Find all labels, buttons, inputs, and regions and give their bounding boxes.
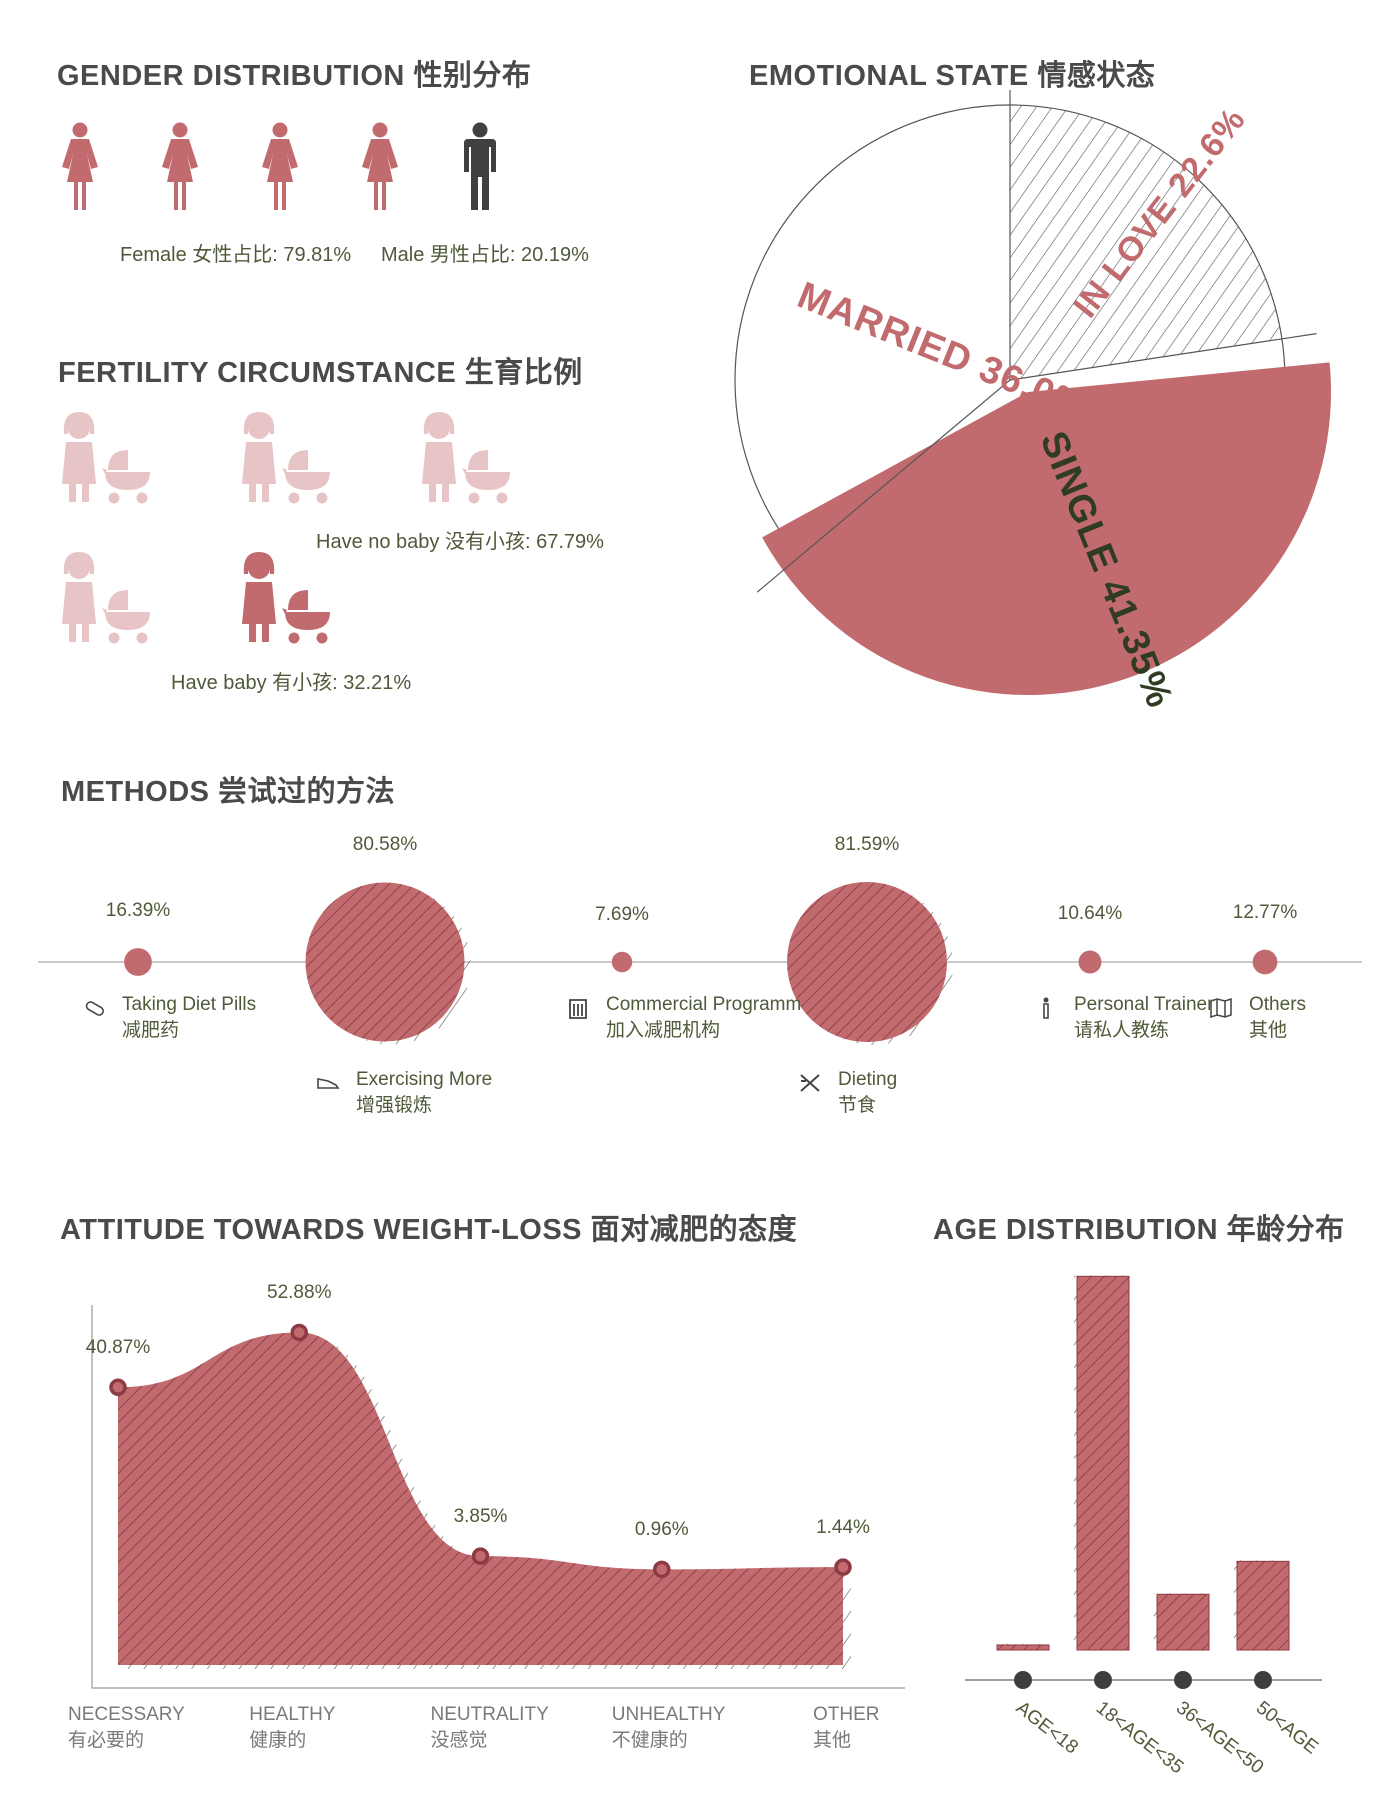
methods-title: METHODS 尝试过的方法	[61, 776, 396, 808]
method-value-label: 10.64%	[1057, 902, 1123, 924]
pie-divider	[1009, 333, 1317, 381]
no-baby-label: Have no baby 没有小孩: 67.79%	[316, 531, 604, 553]
area-category-label: OTHER 其他	[813, 1702, 880, 1754]
emotional-title: EMOTIONAL STATE 情感状态	[749, 60, 1156, 92]
pill-icon	[85, 1001, 104, 1016]
age-bar	[1236, 1560, 1290, 1651]
area-category-label: NEUTRALITY 没感觉	[431, 1702, 549, 1754]
category-cn: 不健康的	[611, 1730, 688, 1751]
category-cn: 没感觉	[430, 1730, 488, 1751]
age-tick-label: AGE<18	[1012, 1697, 1082, 1758]
method-name-cn: 其他	[1249, 1020, 1288, 1041]
method-name-cn: 加入减肥机构	[606, 1020, 721, 1041]
age-tick-dot	[1094, 1671, 1112, 1689]
area-value-label: 3.85%	[453, 1506, 508, 1528]
area-point	[653, 1560, 671, 1579]
cutlery-icon	[800, 1074, 820, 1092]
category-cn: 有必要的	[68, 1730, 145, 1751]
building-icon	[569, 999, 587, 1019]
category-en: NEUTRALITY	[430, 1704, 549, 1725]
method-bubble	[1252, 949, 1278, 975]
female-share-label: Female 女性占比: 79.81%	[120, 244, 352, 266]
area-point	[290, 1323, 308, 1342]
age-tick-dot	[1014, 1671, 1032, 1689]
area-axes	[91, 1305, 905, 1689]
sneaker-icon	[317, 1078, 340, 1089]
category-cn: 健康的	[249, 1730, 307, 1751]
method-name: Others	[1249, 994, 1307, 1015]
map-icon	[1210, 997, 1232, 1019]
method-name-cn: 减肥药	[122, 1020, 180, 1041]
method-label: Commercial Programm 加入减肥机构	[606, 992, 801, 1044]
age-bar	[1076, 1275, 1130, 1651]
area-value-label: 0.96%	[634, 1519, 689, 1541]
area-category-label: HEALTHY 健康的	[249, 1702, 335, 1754]
area-value-label: 1.44%	[816, 1517, 870, 1539]
method-label: Personal Trainer 请私人教练	[1074, 992, 1213, 1044]
area-category-label: NECESSARY 有必要的	[68, 1702, 185, 1754]
method-value-label: 16.39%	[105, 900, 171, 922]
slice-single	[762, 362, 1332, 696]
category-cn: 其他	[813, 1730, 852, 1751]
method-value-label: 81.59%	[834, 834, 900, 855]
area-value-label: 40.87%	[85, 1337, 151, 1359]
category-en: HEALTHY	[249, 1704, 336, 1725]
age-bar	[1156, 1593, 1210, 1651]
category-en: UNHEALTHY	[611, 1704, 726, 1725]
baby-label: Have baby 有小孩: 32.21%	[171, 672, 412, 694]
area-point	[834, 1558, 852, 1576]
area-point	[471, 1547, 490, 1565]
method-bubble	[787, 882, 947, 1042]
age-bar	[996, 1644, 1050, 1651]
method-name-cn: 节食	[838, 1095, 877, 1116]
age-tick-label: 50<AGE	[1252, 1697, 1322, 1758]
male-share-label: Male 男性占比: 20.19%	[381, 244, 589, 266]
age-tick-dot	[1254, 1671, 1272, 1689]
method-label: Taking Diet Pills 减肥药	[122, 992, 256, 1044]
method-bubble	[611, 951, 633, 973]
method-value-label: 12.77%	[1232, 901, 1298, 923]
attitude-title: ATTITUDE TOWARDS WEIGHT-LOSS 面对减肥的态度	[60, 1214, 798, 1246]
method-value-label: 7.69%	[595, 903, 649, 925]
method-name: Commercial Programm	[606, 994, 802, 1015]
area-category-label: UNHEALTHY 不健康的	[612, 1702, 726, 1754]
category-en: OTHER	[813, 1704, 880, 1725]
pie-divider	[756, 379, 1011, 593]
age-tick-dot	[1174, 1671, 1192, 1689]
method-label: Dieting 节食	[838, 1067, 897, 1119]
method-value-label: 80.58%	[352, 834, 418, 856]
method-bubble	[1078, 950, 1102, 974]
fertility-title: FERTILITY CIRCUMSTANCE 生育比例	[58, 357, 583, 389]
age-tick-label: 18<AGE<35	[1092, 1697, 1187, 1778]
method-bubble	[305, 882, 465, 1042]
area-fill	[118, 1332, 843, 1665]
area-value-label: 52.88%	[267, 1282, 332, 1304]
area-point	[109, 1378, 127, 1397]
method-name-cn: 请私人教练	[1074, 1020, 1170, 1041]
method-name: Dieting	[838, 1069, 898, 1090]
method-name: Personal Trainer	[1074, 994, 1214, 1015]
method-label: Others 其他	[1249, 992, 1306, 1044]
method-name: Taking Diet Pills	[122, 994, 257, 1015]
method-label: Exercising More 增强锻炼	[356, 1067, 492, 1119]
gender-title: GENDER DISTRIBUTION 性别分布	[57, 60, 532, 92]
slice-in-love	[1010, 105, 1282, 380]
age-tick-label: 36<AGE<50	[1172, 1697, 1267, 1778]
method-name: Exercising More	[356, 1069, 493, 1090]
method-name-cn: 增强锻炼	[356, 1095, 433, 1116]
age-title: AGE DISTRIBUTION 年龄分布	[933, 1214, 1345, 1246]
method-bubble	[124, 948, 152, 976]
category-en: NECESSARY	[68, 1704, 185, 1725]
person-icon	[1043, 997, 1049, 1019]
